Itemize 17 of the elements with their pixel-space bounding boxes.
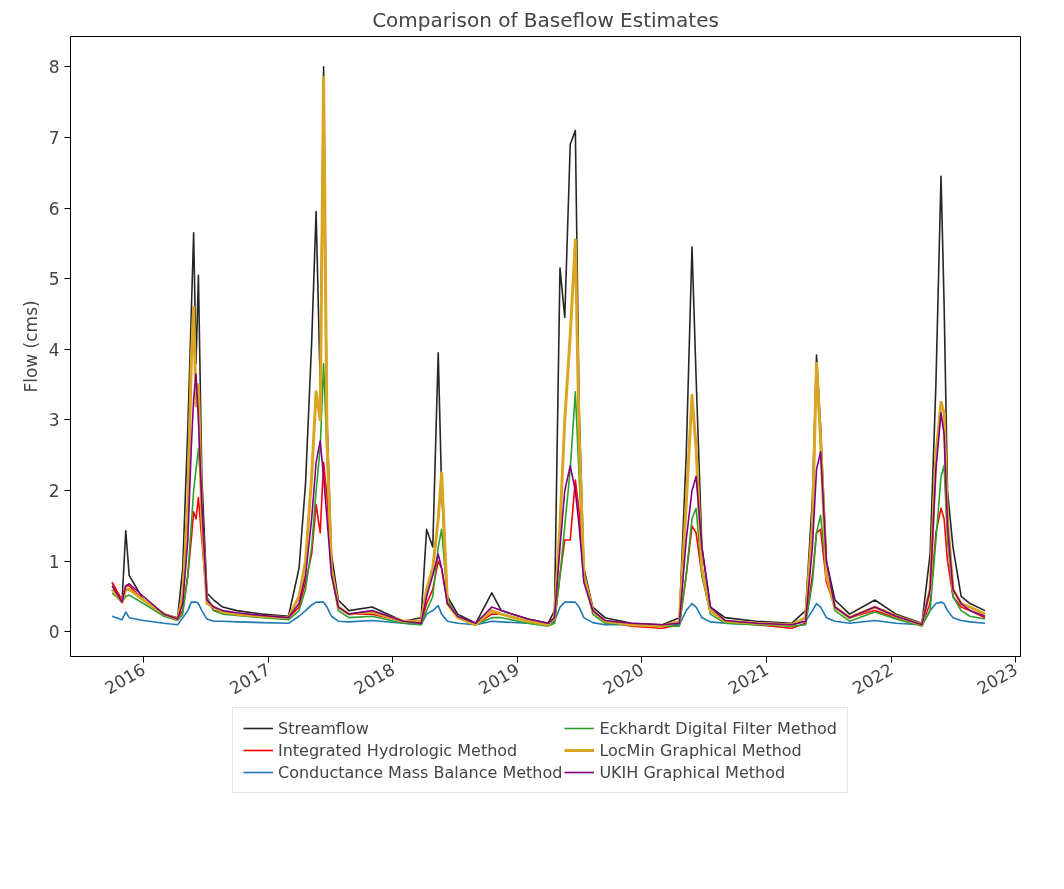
legend-label: Streamflow [277,718,369,738]
y-tick-label: 8 [48,57,60,78]
legend-label: UKIH Graphical Method [599,762,786,782]
legend-label: Conductance Mass Balance Method [277,762,563,782]
y-tick-label: 0 [48,622,60,643]
y-tick-label: 1 [48,551,60,572]
legend-label: Integrated Hydrologic Method [277,740,518,760]
y-tick-label: 7 [48,127,60,148]
y-tick-label: 4 [48,339,60,360]
chart-title: Comparison of Baseflow Estimates [372,7,719,32]
y-tick-label: 5 [48,269,60,290]
y-axis-title: Flow (cms) [20,300,41,393]
y-tick-label: 2 [48,481,60,502]
legend-label: LocMin Graphical Method [599,740,802,760]
y-tick-label: 6 [48,198,60,219]
legend-label: Eckhardt Digital Filter Method [599,718,838,738]
y-tick-label: 3 [48,410,60,431]
